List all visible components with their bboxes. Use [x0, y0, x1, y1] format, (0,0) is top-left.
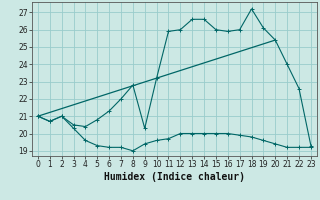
- X-axis label: Humidex (Indice chaleur): Humidex (Indice chaleur): [104, 172, 245, 182]
